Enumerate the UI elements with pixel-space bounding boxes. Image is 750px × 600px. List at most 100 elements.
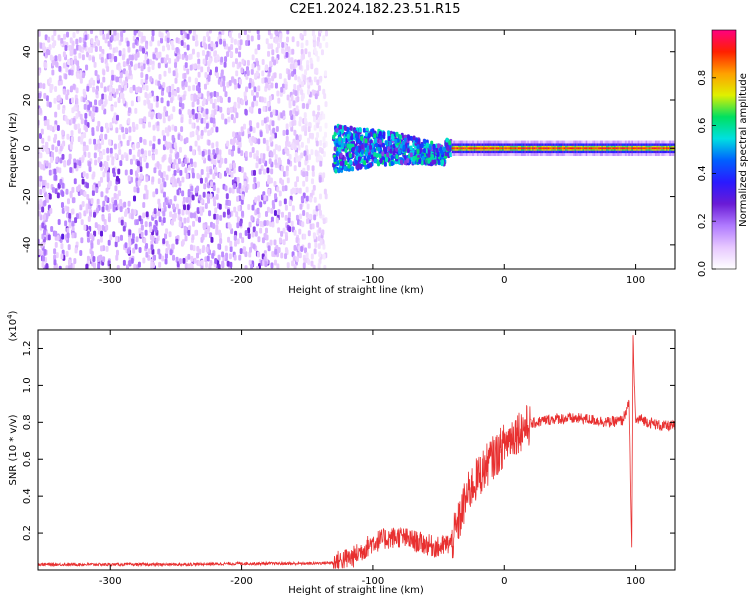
spectrogram-cell [43,92,47,99]
spectrogram-cell [465,147,468,150]
spectrogram-cell [295,134,299,141]
spectrogram-cell [208,210,212,217]
spectrogram-cell [61,233,65,240]
spectrogram-cell [252,127,256,134]
spectrogram-cell [418,158,422,164]
spectrogram-cell [303,233,307,240]
spectrogram-cell [61,190,65,197]
spectrogram-cell [217,154,221,161]
spectrogram-cell [263,256,267,263]
spectrogram-cell [323,93,327,100]
spectrogram-cell [89,101,93,108]
spectrogram-cell [71,220,75,227]
spectrogram-cell [228,31,232,38]
spectrogram-cell [57,53,61,60]
spectrogram-cell [437,143,441,149]
spectrogram-cell [263,194,267,201]
spectrogram-cell [459,147,462,150]
spectrogram-cell [244,108,248,115]
spectrogram-cell [363,155,367,161]
spectrogram-cell [481,147,484,150]
spectrogram-cell [316,55,320,62]
spectrogram-cell [151,235,155,242]
spectrogram-cell [118,77,122,84]
spectrogram-cell [115,88,119,95]
spectrogram-cell [355,151,359,157]
spectrogram-cell [297,245,301,252]
spectrogram-cell [324,101,328,108]
spectrogram-cell [113,112,117,119]
spectrogram-cell [314,241,318,248]
spectrogram-cell [85,263,89,269]
spectrogram-cell [92,105,96,112]
spectrogram-cell [54,133,58,140]
spectrogram-cell [255,150,259,157]
spectrogram-cell [274,193,278,200]
spectrogram-cell [255,91,259,98]
spectrogram-cell [164,140,168,147]
spectrogram-cell [139,136,143,143]
spectrogram-cell [647,147,649,150]
spectrogram-cell [377,147,381,153]
spectrogram-cell [90,250,94,257]
spectrogram-cell [79,204,83,211]
spectrogram-cell [335,141,339,147]
spectrogram-cell [178,108,182,115]
spectrogram-cell [163,70,167,77]
spectrogram-cell [318,227,322,234]
spectrogram-cell [120,154,124,161]
spectrogram-cell [208,57,212,64]
spectrogram-cell [320,49,324,56]
spectrogram-cell [216,187,220,194]
spectrogram-cell [218,149,222,156]
spectrogram-cell [492,147,495,150]
spectrogram-cell [135,236,139,243]
spectrogram-cell [115,254,119,261]
spectrogram-cell [528,147,531,150]
spectrogram-cell [206,31,210,38]
spectrogram-cell [46,193,50,200]
spectrogram-cell [338,147,342,153]
spectrogram-cell [186,204,190,211]
spectrogram-cell [236,222,240,229]
spectrogram-cell [128,126,132,133]
spectrogram-cell [291,48,295,55]
spectrogram-cell [395,131,399,137]
spectrogram-cell [98,143,102,150]
spectrogram-cell [114,241,118,248]
spectrogram-cell [161,45,165,52]
spectrogram-cell [280,211,284,218]
spectrogram-cell [169,199,173,206]
spectrogram-cell [128,229,132,236]
spectrogram-cell [333,131,337,137]
spectrogram-cell [167,115,171,122]
spectrogram-cell [200,66,204,73]
spectrogram-cell [181,53,185,60]
spectrogram-cell [319,239,323,246]
spectrogram-cell [358,163,362,169]
spectrogram-cell [58,65,62,72]
spectrogram-cell [305,103,309,110]
spectrogram-cell [389,148,393,154]
spectrogram-cell [210,158,214,165]
spectrogram-cell [70,59,74,66]
spectrogram-cell [232,131,236,138]
spectrogram-cell [273,132,277,139]
spectrogram-cell [96,125,100,132]
spectrogram-cell [185,54,189,61]
spectrogram-cell [252,243,256,250]
snr-x-tick-label: 100 [626,576,645,587]
spectrogram-cell [152,191,156,198]
spectrogram-cell [85,207,89,214]
spectrogram-cell [125,154,129,161]
spectrogram-cell [187,108,191,115]
spectrogram-cell [287,74,291,81]
spectrogram-cell [63,33,67,40]
spectrogram-cell [269,60,273,67]
spectrogram-cell [93,152,97,159]
spectrogram-cell [307,51,311,58]
spectrogram-cell [153,167,157,174]
spectrogram-cell [301,53,305,60]
spectrogram-cell [395,154,399,160]
spectrogram-cell [291,260,295,267]
